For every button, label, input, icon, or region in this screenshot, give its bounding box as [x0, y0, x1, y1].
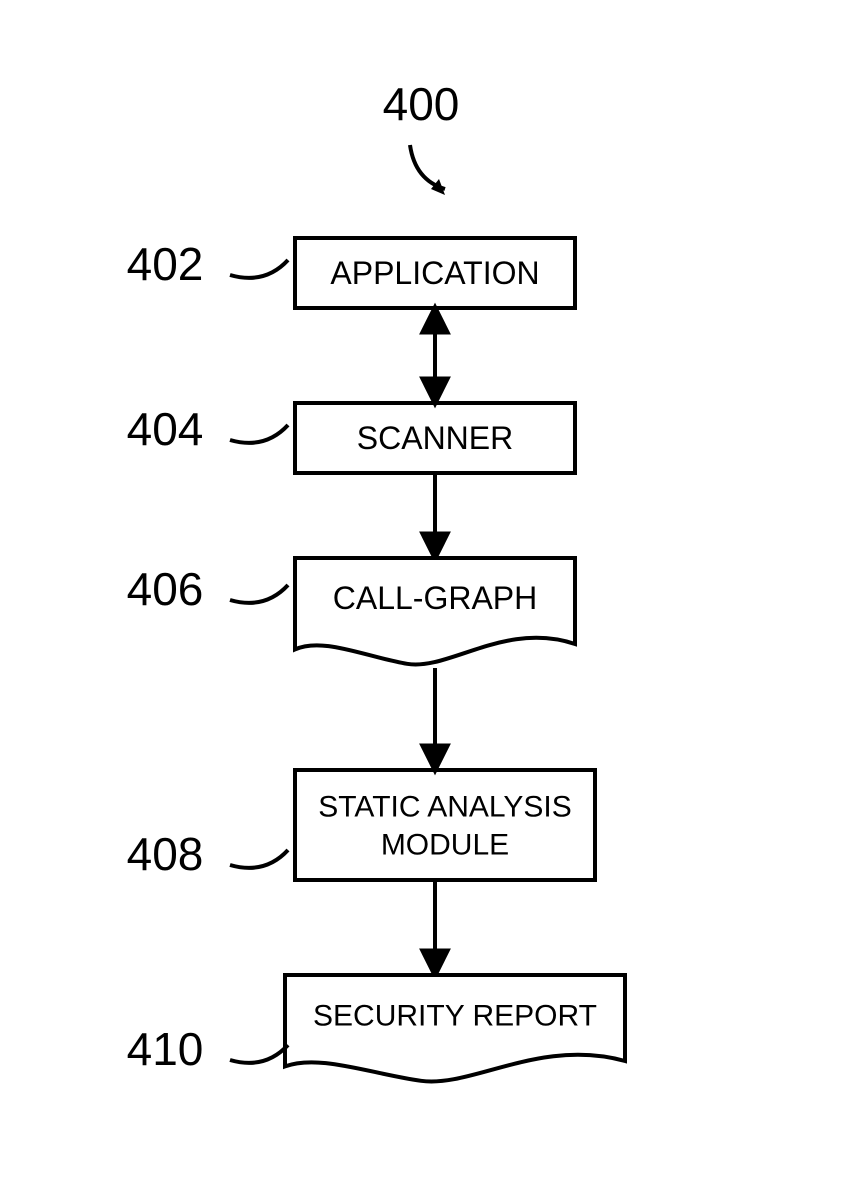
ref-label-408: 408: [127, 828, 204, 880]
ref-label-404: 404: [127, 403, 204, 455]
ref-leader-410: [230, 1045, 288, 1063]
ref-label-406: 406: [127, 563, 204, 615]
nodes-layer: APPLICATION SCANNER CALL-GRAPH STATIC ANALY…: [285, 238, 625, 1082]
node-label-report: SECURITY REPORT: [313, 1000, 597, 1033]
ref-leader-408: [230, 850, 288, 868]
ref-leader-402: [230, 260, 288, 278]
ref-leader-406: [230, 585, 288, 603]
node-label-callgraph: CALL-GRAPH: [333, 580, 538, 616]
figure-number-label: 400: [383, 78, 460, 130]
node-label-sam: STATIC ANALYSIS: [318, 791, 571, 824]
node-label-scanner: SCANNER: [357, 420, 513, 456]
node-label-sam: MODULE: [381, 829, 509, 862]
ref-label-402: 402: [127, 238, 204, 290]
node-report: SECURITY REPORT: [285, 975, 625, 1082]
ref-leader-404: [230, 425, 288, 443]
ref-label-410: 410: [127, 1023, 204, 1075]
node-sam: STATIC ANALYSIS MODULE: [295, 770, 595, 880]
node-scanner: SCANNER: [295, 403, 575, 473]
node-label-application: APPLICATION: [330, 255, 539, 291]
flowchart-diagram: APPLICATION SCANNER CALL-GRAPH STATIC ANALY…: [0, 0, 842, 1200]
node-callgraph: CALL-GRAPH: [295, 558, 575, 665]
node-application: APPLICATION: [295, 238, 575, 308]
